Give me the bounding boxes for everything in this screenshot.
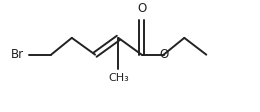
Text: Br: Br bbox=[11, 48, 24, 61]
Text: O: O bbox=[137, 2, 146, 15]
Text: CH₃: CH₃ bbox=[108, 73, 129, 83]
Text: O: O bbox=[159, 48, 168, 61]
